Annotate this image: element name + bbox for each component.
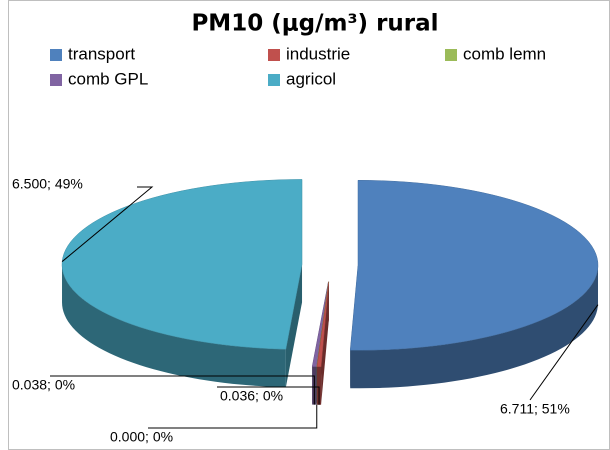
legend-swatch bbox=[50, 49, 62, 61]
legend-label: transport bbox=[68, 44, 135, 63]
data-label: 0.036; 0% bbox=[220, 388, 283, 404]
slice-side bbox=[62, 264, 286, 388]
legend-label: industrie bbox=[286, 44, 350, 63]
slice bbox=[349, 180, 599, 389]
slice bbox=[61, 179, 303, 388]
data-label: 6.711; 51% bbox=[500, 401, 570, 417]
legend-swatch bbox=[268, 74, 280, 86]
chart-title: PM10 (μg/m³) rural bbox=[191, 11, 438, 37]
slice-face bbox=[285, 264, 303, 388]
leader-line bbox=[61, 186, 154, 262]
legend-swatch bbox=[268, 49, 280, 61]
leader-line bbox=[529, 304, 599, 401]
slice-top bbox=[316, 281, 330, 367]
slice-side bbox=[350, 265, 598, 389]
leader-line bbox=[50, 375, 315, 405]
data-label: 0.000; 0% bbox=[110, 429, 173, 445]
leader-line bbox=[148, 404, 318, 429]
data-label: 0.038; 0% bbox=[12, 377, 75, 393]
legend-swatch bbox=[445, 49, 457, 61]
legend-label: comb lemn bbox=[463, 44, 546, 63]
slice-top bbox=[349, 180, 599, 351]
leader-line bbox=[217, 386, 320, 405]
data-label: 6.500; 49% bbox=[12, 176, 83, 192]
legend-swatch bbox=[50, 74, 62, 86]
legend-label: agricol bbox=[286, 69, 336, 88]
slice-top bbox=[311, 281, 329, 367]
legend-label: comb GPL bbox=[68, 69, 148, 88]
slice-side bbox=[316, 366, 322, 405]
slice bbox=[316, 281, 330, 405]
